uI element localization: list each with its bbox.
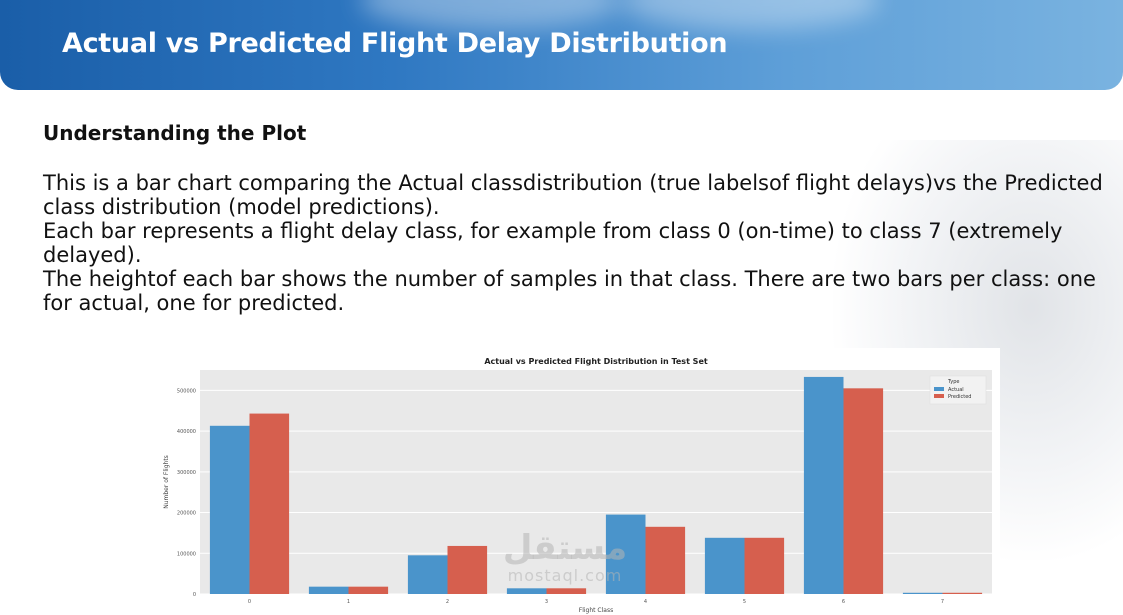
bar-actual [308, 586, 349, 594]
chart-title: Actual vs Predicted Flight Distribution … [484, 357, 708, 366]
x-tick-label: 3 [545, 599, 548, 605]
x-tick-label: 6 [842, 599, 845, 605]
watermark-logo-text: مستقل [502, 528, 628, 568]
paragraph: The heightof each bar shows the number o… [43, 267, 1096, 315]
legend-swatch-actual [934, 387, 944, 391]
bar-predicted [942, 592, 983, 594]
y-tick-label: 500000 [177, 388, 196, 394]
paragraph: This is a bar chart comparing the Actual… [43, 171, 1103, 219]
bar-actual [209, 425, 250, 594]
bar-actual [605, 514, 646, 594]
x-tick-label: 7 [941, 599, 944, 605]
watermark-url: mostaql.com [507, 566, 623, 585]
bar-predicted [249, 413, 290, 594]
paragraph: Each bar represents a flight delay class… [43, 219, 1063, 267]
bar-actual [803, 376, 844, 594]
y-tick-label: 200000 [177, 511, 196, 517]
bar-predicted [843, 388, 884, 594]
legend-title: Type [947, 379, 959, 385]
y-tick-label: 400000 [177, 429, 196, 435]
explanation-text: This is a bar chart comparing the Actual… [43, 171, 1103, 315]
cloud-decoration [620, 0, 880, 30]
y-axis-label: Number of Flights [163, 455, 170, 509]
x-axis-label: Flight Class [579, 607, 613, 614]
x-tick-label: 2 [446, 599, 449, 605]
bar-actual [704, 537, 745, 594]
bar-predicted [645, 526, 686, 594]
bar-predicted [447, 545, 488, 594]
legend-label-actual: Actual [948, 387, 964, 393]
x-tick-label: 0 [248, 599, 251, 605]
legend-label-predicted: Predicted [948, 394, 971, 400]
cloud-decoration [360, 0, 620, 30]
x-tick-label: 4 [644, 599, 647, 605]
y-tick-label: 100000 [177, 551, 196, 557]
y-tick-label: 0 [193, 592, 196, 598]
bar-predicted [348, 586, 389, 594]
bar-actual [902, 592, 943, 594]
legend-swatch-predicted [934, 394, 944, 398]
bar-actual [506, 588, 547, 594]
bar-chart: 0 100000 200000 300000 400000 500000 0 1 2 3 4 5 6 7 A… [158, 348, 1000, 615]
slide-title: Actual vs Predicted Flight Delay Distrib… [62, 28, 728, 59]
section-heading: Understanding the Plot [43, 121, 307, 145]
bar-predicted [744, 537, 785, 594]
y-tick-label: 300000 [177, 470, 196, 476]
chart-svg: 0 100000 200000 300000 400000 500000 0 1 2 3 4 5 6 7 A… [163, 357, 992, 614]
bar-actual [407, 555, 448, 594]
watermark: مستقل mostaql.com [490, 530, 640, 585]
x-tick-label: 5 [743, 599, 746, 605]
bar-predicted [546, 588, 587, 594]
x-tick-label: 1 [347, 599, 350, 605]
header-banner: Actual vs Predicted Flight Delay Distrib… [0, 0, 1123, 90]
